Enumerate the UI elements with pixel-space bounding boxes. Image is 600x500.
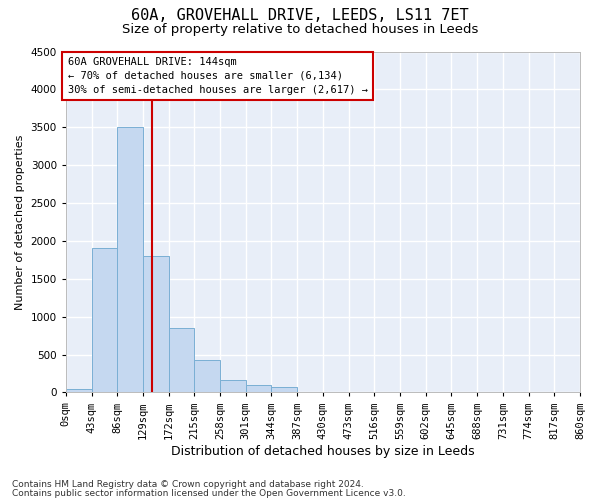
Bar	[220, 380, 246, 392]
Bar	[92, 248, 117, 392]
Text: 60A, GROVEHALL DRIVE, LEEDS, LS11 7ET: 60A, GROVEHALL DRIVE, LEEDS, LS11 7ET	[131, 8, 469, 22]
Bar	[194, 360, 220, 392]
Bar	[143, 256, 169, 392]
Text: 60A GROVEHALL DRIVE: 144sqm
← 70% of detached houses are smaller (6,134)
30% of : 60A GROVEHALL DRIVE: 144sqm ← 70% of det…	[68, 57, 368, 95]
Y-axis label: Number of detached properties: Number of detached properties	[15, 134, 25, 310]
Bar	[271, 387, 297, 392]
X-axis label: Distribution of detached houses by size in Leeds: Distribution of detached houses by size …	[171, 444, 475, 458]
Bar	[246, 385, 271, 392]
Bar	[66, 388, 92, 392]
Text: Contains public sector information licensed under the Open Government Licence v3: Contains public sector information licen…	[12, 488, 406, 498]
Text: Size of property relative to detached houses in Leeds: Size of property relative to detached ho…	[122, 22, 478, 36]
Bar	[169, 328, 194, 392]
Bar	[117, 128, 143, 392]
Text: Contains HM Land Registry data © Crown copyright and database right 2024.: Contains HM Land Registry data © Crown c…	[12, 480, 364, 489]
